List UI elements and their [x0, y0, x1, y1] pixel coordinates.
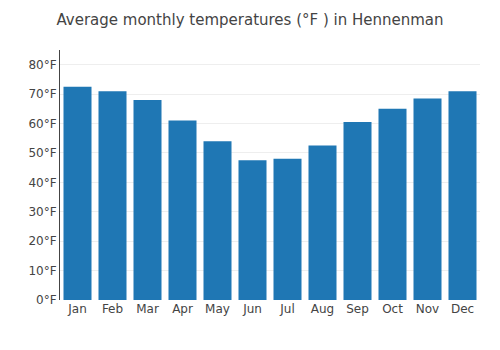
svg-text:70°F: 70°F [28, 87, 56, 101]
svg-text:Aug: Aug [311, 302, 334, 316]
svg-text:20°F: 20°F [28, 234, 56, 248]
svg-text:May: May [205, 302, 230, 316]
svg-text:Sep: Sep [346, 302, 369, 316]
svg-text:0°F: 0°F [36, 293, 57, 307]
svg-text:50°F: 50°F [28, 146, 56, 160]
svg-text:Dec: Dec [451, 302, 474, 316]
svg-text:Mar: Mar [136, 302, 159, 316]
svg-text:Jul: Jul [279, 302, 294, 316]
svg-text:Oct: Oct [382, 302, 403, 316]
svg-text:30°F: 30°F [28, 205, 56, 219]
svg-text:Jun: Jun [242, 302, 262, 316]
svg-text:60°F: 60°F [28, 117, 56, 131]
svg-text:80°F: 80°F [28, 58, 56, 72]
svg-text:Apr: Apr [172, 302, 193, 316]
svg-text:10°F: 10°F [28, 264, 56, 278]
svg-text:Feb: Feb [102, 302, 123, 316]
svg-text:Nov: Nov [416, 302, 439, 316]
svg-text:Average monthly temperatures (: Average monthly temperatures (°F ) in He… [56, 11, 443, 29]
svg-text:40°F: 40°F [28, 176, 56, 190]
svg-text:Jan: Jan [67, 302, 87, 316]
